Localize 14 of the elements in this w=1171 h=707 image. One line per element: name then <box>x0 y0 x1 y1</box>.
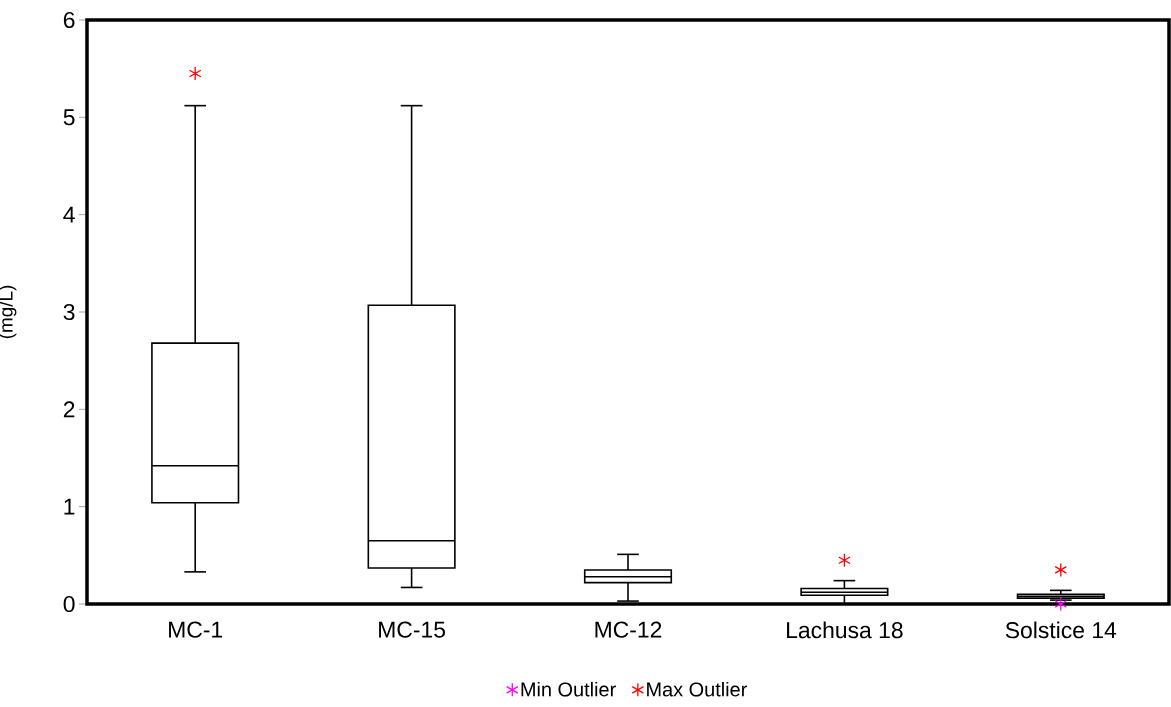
x-tick-label: MC-1 <box>169 621 223 638</box>
x-tick-label: Solstice 14 <box>1005 621 1117 639</box>
x-tick-label: Lachusa 18 <box>787 621 903 639</box>
y-tick-label: 2 <box>63 401 75 418</box>
y-tick-label: 3 <box>63 303 75 321</box>
y-tick-label: 0 <box>63 595 75 613</box>
y-tick-label: 4 <box>63 206 75 223</box>
legend-label: Max Outlier <box>647 681 747 697</box>
x-tick-label: MC-15 <box>379 621 446 638</box>
x-tick-label: MC-12 <box>595 621 662 638</box>
y-tick-label: 5 <box>63 109 75 126</box>
y-tick-label: 1 <box>64 498 75 515</box>
y-tick-label: 6 <box>63 11 75 29</box>
legend-label: Min Outlier <box>521 681 616 697</box>
